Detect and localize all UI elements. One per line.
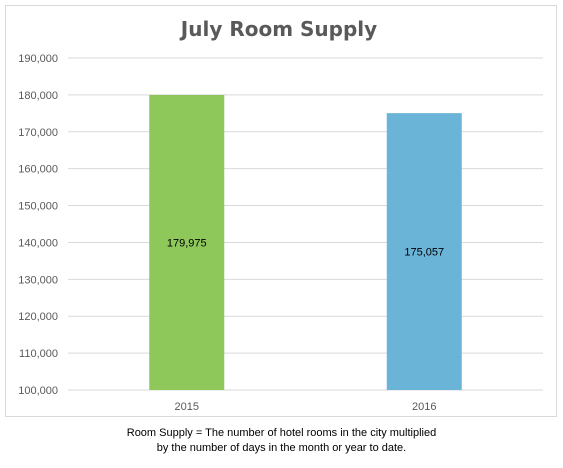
bar-2016 <box>386 113 462 390</box>
chart-frame <box>5 5 557 417</box>
room-supply-chart: July Room Supply 100,000 110,000 120,000 13… <box>18 17 543 413</box>
x-tick-label: 2016 <box>412 401 436 413</box>
y-tick-label: 150,000 <box>18 201 58 213</box>
y-tick-label: 170,000 <box>18 127 58 139</box>
y-tick-label: 180,000 <box>18 90 58 102</box>
chart-title: July Room Supply <box>179 17 377 41</box>
footnote-line-2: by the number of days in the month or ye… <box>156 442 407 454</box>
gridlines <box>68 57 543 391</box>
y-tick-label: 140,000 <box>18 237 58 249</box>
footnote: Room Supply = The number of hotel rooms … <box>0 426 563 456</box>
y-tick-label: 160,000 <box>18 164 58 176</box>
y-tick-label: 130,000 <box>18 274 58 286</box>
y-tick-label: 190,000 <box>18 53 58 65</box>
footnote-line-1: Room Supply = The number of hotel rooms … <box>126 427 437 439</box>
data-label-2016: 175,057 <box>404 247 444 259</box>
y-tick-label: 100,000 <box>18 385 58 397</box>
y-tick-label: 110,000 <box>19 348 58 360</box>
bar-2015 <box>149 94 225 390</box>
x-axis-tick-labels: 2015 2016 <box>175 401 437 413</box>
x-tick-label: 2015 <box>175 401 199 413</box>
y-tick-label: 120,000 <box>18 311 58 323</box>
bars: 179,975 175,057 <box>149 94 462 390</box>
data-label-2015: 179,975 <box>167 237 207 249</box>
y-axis-tick-labels: 100,000 110,000 120,000 130,000 140,000 150,0… <box>18 53 58 397</box>
